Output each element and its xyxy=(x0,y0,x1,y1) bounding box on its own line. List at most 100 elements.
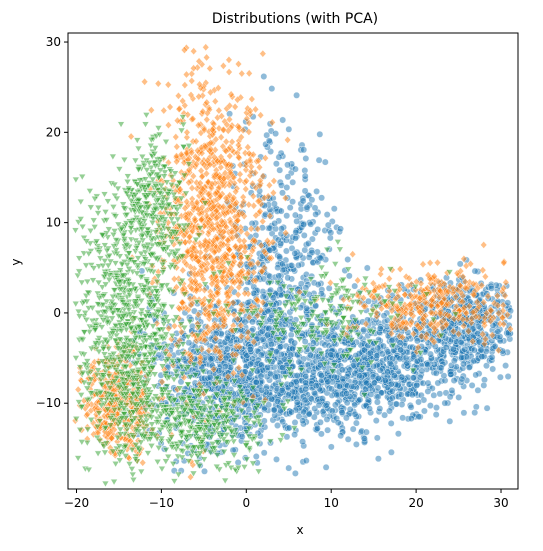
data-point xyxy=(373,398,381,406)
data-point xyxy=(246,345,254,353)
data-point xyxy=(333,391,341,399)
data-point xyxy=(407,415,415,422)
data-point xyxy=(267,340,275,348)
data-point xyxy=(128,471,137,479)
data-point xyxy=(474,386,482,394)
data-point xyxy=(460,360,467,368)
data-point xyxy=(315,156,323,164)
data-point xyxy=(312,302,320,310)
data-point xyxy=(240,237,248,245)
data-point xyxy=(221,363,229,370)
data-point xyxy=(324,426,331,434)
data-point xyxy=(346,405,354,413)
data-point xyxy=(235,60,242,68)
data-point xyxy=(455,393,463,401)
data-point xyxy=(373,434,381,442)
data-point xyxy=(174,91,182,100)
data-point xyxy=(277,343,284,351)
data-point xyxy=(309,368,317,376)
data-point xyxy=(430,360,438,368)
data-point xyxy=(338,366,346,374)
data-point xyxy=(270,200,278,208)
chart-title: Distributions (with PCA) xyxy=(212,11,378,27)
data-point xyxy=(502,362,509,369)
data-point xyxy=(284,161,291,169)
data-point xyxy=(488,284,495,292)
data-point xyxy=(289,198,296,206)
data-point xyxy=(94,205,103,212)
data-point xyxy=(297,280,305,288)
data-point xyxy=(274,422,281,429)
data-point xyxy=(318,194,325,202)
data-point xyxy=(203,53,211,62)
data-point xyxy=(388,394,396,402)
data-point xyxy=(284,173,292,181)
data-point xyxy=(300,146,308,154)
data-point xyxy=(376,325,384,332)
data-point xyxy=(241,318,249,326)
data-point xyxy=(225,68,233,76)
data-point xyxy=(398,373,406,381)
data-point xyxy=(301,172,309,180)
data-point xyxy=(363,379,371,387)
data-point xyxy=(348,382,356,390)
data-point xyxy=(250,201,258,210)
data-point xyxy=(393,400,400,408)
data-point xyxy=(316,130,324,138)
data-point xyxy=(335,382,343,390)
data-point xyxy=(87,204,95,212)
data-point xyxy=(301,187,309,195)
data-point xyxy=(258,386,265,394)
data-point xyxy=(238,433,246,440)
data-point xyxy=(259,49,267,58)
data-point xyxy=(268,395,276,403)
data-point xyxy=(312,210,320,218)
data-point xyxy=(291,419,299,426)
data-point xyxy=(271,373,279,381)
data-point xyxy=(284,136,292,144)
data-point xyxy=(360,353,368,361)
data-point xyxy=(303,304,310,312)
data-point xyxy=(314,281,322,288)
data-point xyxy=(416,373,424,381)
data-point xyxy=(318,371,325,379)
data-point xyxy=(344,435,352,443)
data-point xyxy=(264,331,271,339)
data-point xyxy=(313,187,320,195)
data-point xyxy=(185,339,193,347)
data-point xyxy=(430,391,438,399)
data-point xyxy=(299,438,306,446)
data-point xyxy=(323,211,331,219)
data-point xyxy=(370,379,378,387)
data-point xyxy=(286,204,294,212)
data-point xyxy=(472,371,480,379)
data-point xyxy=(293,217,301,225)
data-point xyxy=(274,236,282,244)
data-point xyxy=(446,393,454,401)
data-point xyxy=(345,272,353,280)
data-point xyxy=(327,351,335,359)
data-point xyxy=(456,260,464,268)
data-point xyxy=(302,385,310,393)
data-point xyxy=(374,455,382,463)
data-point xyxy=(458,375,466,383)
data-point xyxy=(323,415,331,423)
data-point xyxy=(101,209,110,216)
data-point xyxy=(351,282,359,290)
data-point xyxy=(417,355,425,363)
data-point xyxy=(154,79,162,88)
data-point xyxy=(190,47,198,56)
data-point xyxy=(415,413,423,420)
data-point xyxy=(394,430,402,438)
data-point xyxy=(111,260,120,267)
data-point xyxy=(78,173,86,181)
data-point xyxy=(249,318,256,326)
data-point xyxy=(278,386,286,394)
data-point xyxy=(270,177,278,185)
data-point xyxy=(83,440,92,447)
data-point xyxy=(299,197,307,205)
data-point xyxy=(432,411,440,418)
data-point xyxy=(367,390,375,398)
data-point xyxy=(322,401,330,409)
